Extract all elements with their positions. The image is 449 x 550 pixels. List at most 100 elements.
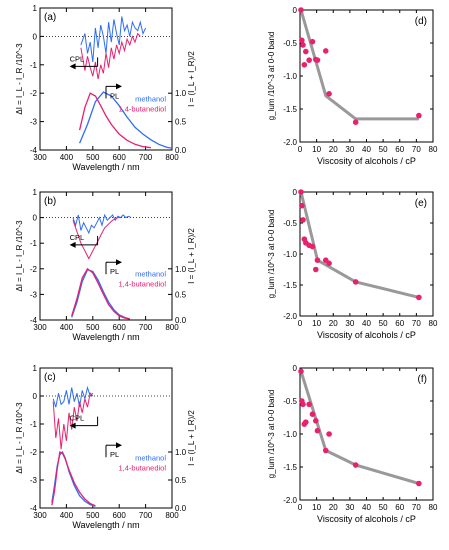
data-point	[298, 189, 304, 195]
legend-label: methanol	[135, 95, 166, 104]
data-point	[309, 38, 316, 45]
x-tick-label: 70	[412, 503, 421, 512]
legend-label: 1,4-butanediol	[118, 463, 166, 472]
y-tick-label: -1.5	[283, 463, 297, 472]
pl-arrowhead	[116, 442, 122, 449]
x-tick-label: 500	[86, 511, 100, 520]
x-tick-label: 30	[345, 503, 354, 512]
y-tick-label-left: -4	[30, 146, 38, 155]
x-tick-label: 50	[379, 145, 388, 154]
y-axis-label-right: I = (I_L + I_R)/2	[187, 228, 196, 284]
cpl-arrowhead	[69, 63, 76, 70]
y-tick-label-left: -2	[30, 265, 38, 274]
y-tick-label-right: 0.5	[175, 118, 187, 127]
x-tick-label: 50	[379, 319, 388, 328]
y-tick-label: -1.5	[283, 281, 297, 290]
legend-label: methanol	[135, 453, 166, 462]
x-tick-label: 80	[429, 145, 438, 154]
y-tick-label: -0.5	[283, 219, 297, 228]
x-tick-label: 70	[412, 145, 421, 154]
scatter-panel: 0 10 20 30 40 50 60 70 80 0 -0.5 -1.0 -1.5 -2.0 (e) Vis…	[267, 188, 438, 340]
scatter-panel: 0 10 20 30 40 50 60 70 80 0 -0.5 -1.0 -1.5 -2.0 (d) Vis…	[267, 6, 438, 166]
panel-label: (f)	[418, 374, 427, 385]
x-tick-label: 300	[33, 323, 47, 332]
y-axis-label-left: ΔI = I_L - I_R /10^-3	[15, 43, 24, 115]
data-point	[298, 7, 304, 13]
trend-line	[299, 191, 420, 299]
y-axis-label: g_lum /10^-3 at 0-0 band	[267, 210, 276, 299]
data-point	[300, 217, 306, 223]
series-cpl-line	[72, 213, 132, 235]
y-tick-label: -2.0	[283, 496, 297, 505]
data-point	[314, 427, 321, 434]
panel-label: (e)	[415, 198, 427, 209]
legend-label: 1,4-butanediol	[118, 105, 166, 114]
y-tick-label-left: 0	[33, 214, 38, 223]
data-point	[299, 202, 305, 209]
cpl-arrowhead	[69, 422, 76, 429]
y-tick-label: -1.0	[283, 250, 297, 259]
y-tick-label-right: 0.0	[175, 316, 187, 325]
y-tick-label-left: 1	[33, 364, 38, 373]
panel-label: (b)	[44, 196, 56, 207]
x-tick-label: 40	[362, 503, 371, 512]
y-axis-label: g_lum /10^-3 at 0-0 band	[267, 32, 276, 121]
panel-label: (a)	[44, 12, 56, 23]
data-point	[300, 401, 306, 408]
data-point	[416, 112, 422, 119]
data-point	[322, 48, 329, 54]
pl-annotation: PL	[110, 267, 119, 276]
series-pl-line	[71, 267, 130, 320]
trend-line	[299, 9, 419, 121]
x-tick-label: 600	[113, 511, 127, 520]
y-tick-label-left: -4	[30, 316, 38, 325]
series-pl-line	[71, 269, 130, 320]
x-tick-label: 400	[60, 323, 74, 332]
data-point	[326, 91, 332, 97]
cpl-annotation: CPL	[70, 233, 85, 242]
y-tick-label-left: -3	[30, 118, 38, 127]
y-tick-label: 0	[293, 188, 298, 197]
x-tick-label: 700	[139, 153, 153, 162]
x-tick-label: 50	[379, 503, 388, 512]
y-tick-label-right: 0.0	[175, 146, 187, 155]
y-tick-label-left: 0	[33, 392, 38, 401]
x-tick-label: 30	[345, 319, 354, 328]
data-point	[326, 260, 332, 267]
scatter-panel: 0 10 20 30 40 50 60 70 80 0 -0.5 -1.0 -1.5 -2.0 (f) Vis…	[267, 364, 438, 524]
panel-label: (d)	[415, 16, 427, 27]
cpl-annotation: CPL	[70, 414, 85, 423]
x-tick-label: 800	[165, 153, 179, 162]
y-tick-label-left: -3	[30, 290, 38, 299]
x-tick-label: 0	[298, 503, 303, 512]
y-tick-label-left: -4	[30, 504, 38, 513]
x-tick-label: 60	[395, 503, 404, 512]
y-tick-label: -2.0	[283, 312, 297, 321]
x-tick-label: 700	[139, 511, 153, 520]
data-point	[303, 48, 309, 55]
x-tick-label: 600	[113, 153, 127, 162]
cpl-arrowhead	[69, 241, 76, 248]
x-tick-label: 60	[395, 319, 404, 328]
y-tick-label-left: -3	[30, 476, 38, 485]
y-tick-label-left: 1	[33, 4, 38, 13]
y-tick-label: -1.0	[283, 430, 297, 439]
data-point	[309, 243, 316, 250]
y-tick-label-left: -2	[30, 89, 38, 98]
plot-frame	[39, 7, 173, 151]
y-tick-label-left: 0	[33, 32, 38, 41]
y-tick-label: -0.5	[283, 397, 297, 406]
data-point	[303, 419, 309, 425]
pl-annotation: PL	[110, 450, 119, 459]
x-tick-label: 300	[33, 511, 47, 520]
data-point	[306, 401, 312, 408]
y-tick-label-right: 1.0	[175, 448, 187, 457]
x-tick-label: 0	[298, 319, 303, 328]
pl-annotation: PL	[110, 91, 119, 100]
y-axis-label-left: ΔI = I_L - I_R /10^-3	[15, 402, 24, 474]
y-tick-label: 0	[293, 364, 298, 373]
x-tick-label: 80	[429, 503, 438, 512]
data-point	[322, 447, 329, 454]
y-tick-label: -1.0	[283, 72, 297, 81]
